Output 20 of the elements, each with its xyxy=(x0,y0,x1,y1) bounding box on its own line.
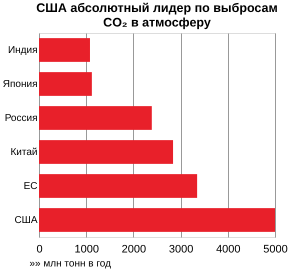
bar xyxy=(39,140,174,164)
y-tick-label: Китай xyxy=(10,147,38,158)
x-tick-label: 1000 xyxy=(74,244,99,256)
x-tick-label: 4000 xyxy=(216,244,241,256)
x-tick-label: 5000 xyxy=(263,244,288,256)
y-tick-label: Россия xyxy=(4,113,38,124)
x-axis-title: »» млн тонн в год xyxy=(30,258,112,270)
bar xyxy=(39,174,198,198)
bar xyxy=(39,106,152,130)
chart-title: США абсолютный лидер по выбросам CO₂ в атмосферу xyxy=(36,1,278,30)
x-tick-label: 3000 xyxy=(168,244,194,256)
x-tick-label: 2000 xyxy=(122,244,146,256)
y-tick-label: ЕС xyxy=(24,181,38,192)
bar xyxy=(39,72,92,96)
y-tick-label: Япония xyxy=(2,79,38,90)
bar xyxy=(39,38,90,62)
y-tick-label: Индия xyxy=(8,45,38,56)
bar xyxy=(39,208,275,232)
x-tick-label: 0 xyxy=(36,244,43,256)
y-tick-label: США xyxy=(14,215,38,226)
